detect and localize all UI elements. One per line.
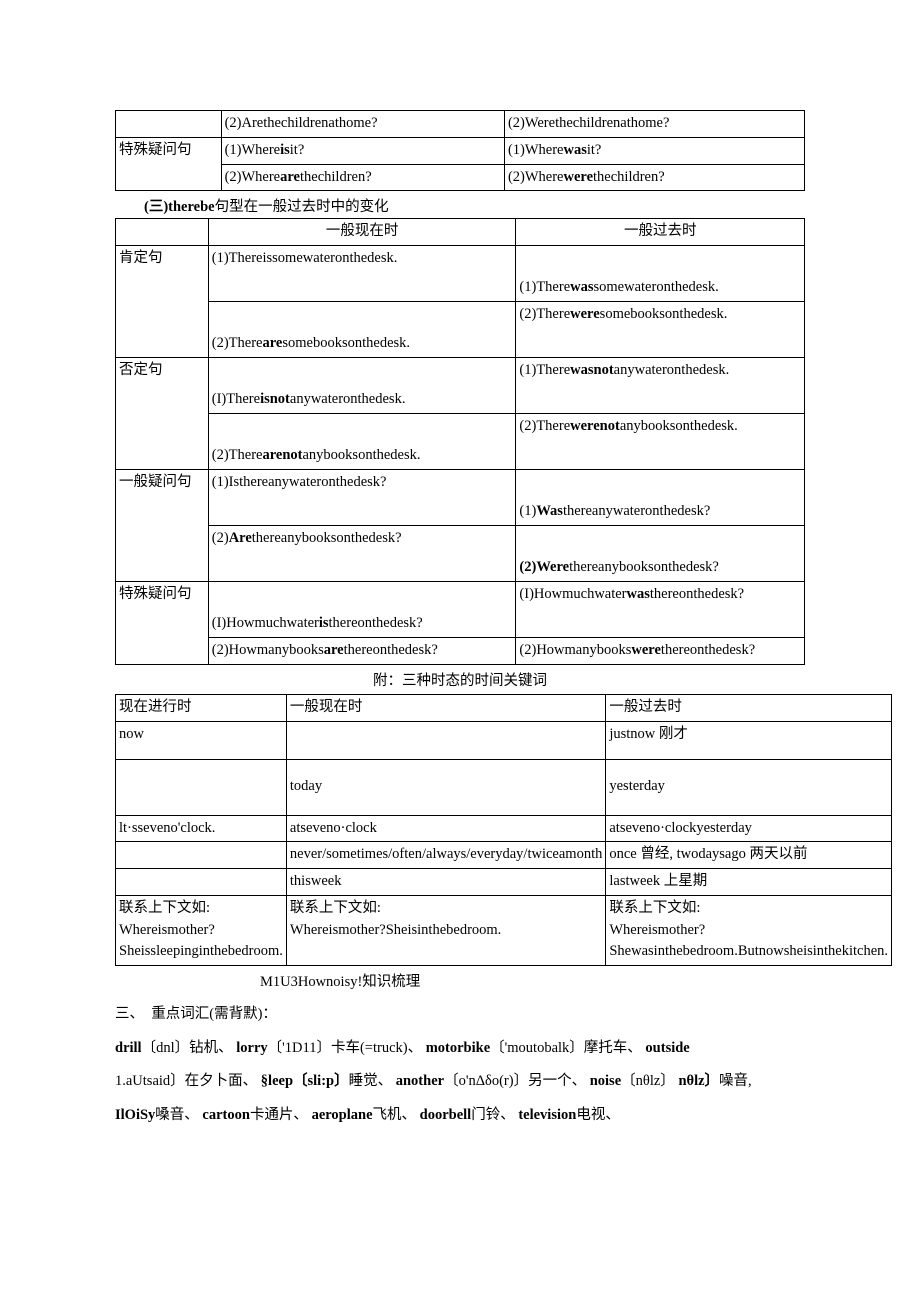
cell: 联系上下文如: Whereismother? Shewasinthebedroo… <box>606 895 892 965</box>
cell: (2)Therearesomebooksonthedesk. <box>208 302 516 358</box>
cell: (1)Therewassomewateronthedesk. <box>516 246 805 302</box>
table-row: 现在进行时 一般现在时 一般过去时 <box>116 694 892 721</box>
table-row: lt·sseveno'clock. atseveno·clock atseven… <box>116 815 892 842</box>
cell: today <box>286 759 605 815</box>
caption-unit: M1U3Hownoisy!知识梳理 <box>115 970 805 991</box>
cell: never/sometimes/often/always/everyday/tw… <box>286 842 605 869</box>
table-therebe: 一般现在时 一般过去时 肯定句 (1)Thereissomewateronthe… <box>115 218 805 665</box>
cell: (1)Isthereanywateronthedesk? <box>208 470 516 526</box>
table-row: never/sometimes/often/always/everyday/tw… <box>116 842 892 869</box>
table-row: (2)Therearenotanybooksonthedesk. (2)Ther… <box>116 414 805 470</box>
cell: (2)Howmanybooksarethereonthedesk? <box>208 638 516 665</box>
cell: (2)Werethechildrenathome? <box>504 111 804 138</box>
cell: (1)Wasthereanywateronthedesk? <box>516 470 805 526</box>
vocab-heading: 三、 重点词汇(需背默)： <box>115 1001 805 1029</box>
cell: yesterday <box>606 759 892 815</box>
table-row: (2)Arethechildrenathome? (2)Werethechild… <box>116 111 805 138</box>
cell: once 曾经, twodaysago 两天以前 <box>606 842 892 869</box>
table-row: 否定句 (I)Thereisnotanywateronthedesk. (1)T… <box>116 358 805 414</box>
cell: thisweek <box>286 869 605 896</box>
cell: (2)Werethereanybooksonthedesk? <box>516 526 805 582</box>
cell: lt·sseveno'clock. <box>116 815 287 842</box>
cell: 联系上下文如: Whereismother?Sheisinthebedroom. <box>286 895 605 965</box>
table-row: 肯定句 (1)Thereissomewateronthedesk. (1)The… <box>116 246 805 302</box>
table-row: today yesterday <box>116 759 892 815</box>
table-row: thisweek lastweek 上星期 <box>116 869 892 896</box>
cell: atseveno·clock <box>286 815 605 842</box>
table-row: 一般疑问句 (1)Isthereanywateronthedesk? (1)Wa… <box>116 470 805 526</box>
table-row: 特殊疑问句 (1)Whereisit? (1)Wherewasit? <box>116 137 805 164</box>
table-row: 联系上下文如: Whereismother? Sheissleepinginth… <box>116 895 892 965</box>
cell: (1)Thereissomewateronthedesk. <box>208 246 516 302</box>
table-row: 特殊疑问句 (I)Howmuchwateristhereonthedesk? (… <box>116 582 805 638</box>
cell: atseveno·clockyesterday <box>606 815 892 842</box>
cell: (I)Thereisnotanywateronthedesk. <box>208 358 516 414</box>
cell <box>116 842 287 869</box>
cell: (1)Wherewasit? <box>504 137 804 164</box>
column-header: 一般过去时 <box>516 219 805 246</box>
column-header: 现在进行时 <box>116 694 287 721</box>
cell: (1)Therewasnotanywateronthedesk. <box>516 358 805 414</box>
cell-empty <box>116 111 222 138</box>
vocab-paragraph-3: IlOiSy嗓音、 cartoon卡通片、 aeroplane飞机、 doorb… <box>115 1102 805 1130</box>
cell: (1)Whereisit? <box>221 137 504 164</box>
column-header: 一般现在时 <box>208 219 516 246</box>
cell: 联系上下文如: Whereismother? Sheissleepinginth… <box>116 895 287 965</box>
cell-rowlabel: 一般疑问句 <box>116 470 209 582</box>
cell: lastweek 上星期 <box>606 869 892 896</box>
document-page: (2)Arethechildrenathome? (2)Werethechild… <box>0 0 920 1195</box>
vocab-paragraph-1: drill〔dnl〕钻机、 lorry〔'1D11〕卡车(=truck)、 mo… <box>115 1035 805 1063</box>
cell: (I)Howmuchwateristhereonthedesk? <box>208 582 516 638</box>
cell-rowlabel: 否定句 <box>116 358 209 470</box>
section-3-title: (三)therebe句型在一般过去时中的变化 <box>115 195 805 216</box>
cell: (I)Howmuchwaterwasthereonthedesk? <box>516 582 805 638</box>
table-row: (2)Arethereanybooksonthedesk? (2)Werethe… <box>116 526 805 582</box>
cell-rowlabel: 特殊疑问句 <box>116 137 222 191</box>
cell: (2)Arethereanybooksonthedesk? <box>208 526 516 582</box>
table-row: now justnow 刚才 <box>116 721 892 759</box>
cell: (2)Therearenotanybooksonthedesk. <box>208 414 516 470</box>
cell <box>116 869 287 896</box>
cell-rowlabel: 肯定句 <box>116 246 209 358</box>
table-tense-keywords: 现在进行时 一般现在时 一般过去时 now justnow 刚才 today y… <box>115 694 892 966</box>
column-header: 一般现在时 <box>286 694 605 721</box>
cell: now <box>116 721 287 759</box>
cell: (2)Therewerenotanybooksonthedesk. <box>516 414 805 470</box>
cell-empty <box>116 219 209 246</box>
table-row: (2)Howmanybooksarethereonthedesk? (2)How… <box>116 638 805 665</box>
vocab-paragraph-2: 1.aUtsaid〕在夕卜面、 §leep〔sli:p〕睡觉、 another〔… <box>115 1068 805 1096</box>
cell: (2)Howmanybookswerethereonthedesk? <box>516 638 805 665</box>
cell-rowlabel: 特殊疑问句 <box>116 582 209 665</box>
table-row: (2)Therearesomebooksonthedesk. (2)Therew… <box>116 302 805 358</box>
cell: (2)Wherearethechildren? <box>221 164 504 191</box>
table-row: 一般现在时 一般过去时 <box>116 219 805 246</box>
table-be-verb-fragment: (2)Arethechildrenathome? (2)Werethechild… <box>115 110 805 191</box>
cell: (2)Wherewerethechildren? <box>504 164 804 191</box>
caption-tense-keywords: 附：三种时态的时间关键词 <box>115 669 805 690</box>
cell <box>116 759 287 815</box>
cell: (2)Arethechildrenathome? <box>221 111 504 138</box>
cell <box>286 721 605 759</box>
cell: justnow 刚才 <box>606 721 892 759</box>
cell: (2)Thereweresomebooksonthedesk. <box>516 302 805 358</box>
column-header: 一般过去时 <box>606 694 892 721</box>
